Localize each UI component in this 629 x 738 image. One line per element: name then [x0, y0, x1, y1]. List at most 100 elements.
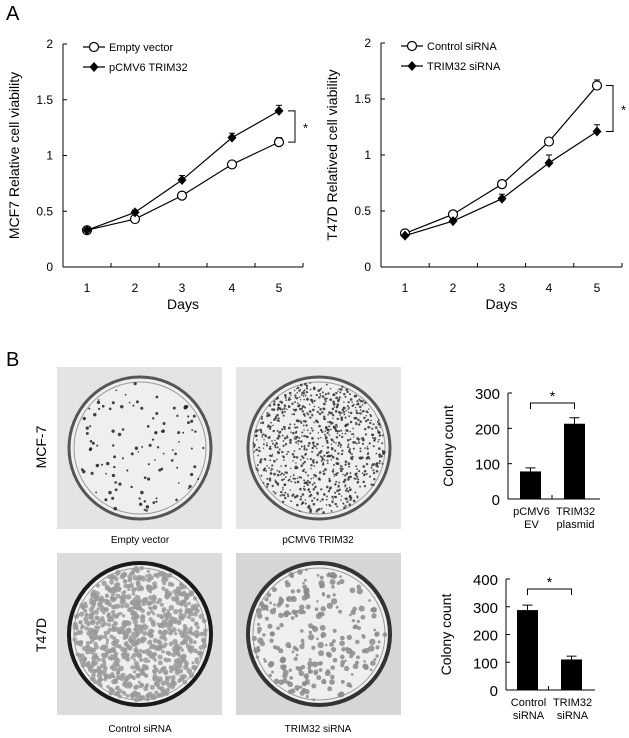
colony	[255, 434, 258, 437]
y-tick-label: 2	[364, 36, 371, 50]
colony	[364, 447, 367, 449]
colony	[125, 594, 132, 600]
colony	[368, 645, 375, 652]
colony	[280, 401, 284, 404]
colony	[163, 642, 168, 647]
colony	[337, 398, 341, 401]
colony	[83, 616, 89, 622]
colony	[334, 483, 337, 486]
colony	[138, 683, 144, 689]
colony	[366, 452, 370, 456]
colony	[365, 414, 368, 417]
colony	[362, 436, 364, 439]
colony	[365, 462, 369, 466]
colony	[134, 599, 139, 603]
colony	[354, 491, 357, 494]
colony	[140, 695, 146, 701]
colony	[276, 446, 279, 449]
colony	[339, 391, 342, 394]
colony	[113, 506, 118, 511]
colony	[368, 442, 371, 445]
colony	[326, 451, 329, 454]
colony	[120, 604, 125, 609]
colony	[263, 604, 269, 610]
colony	[176, 466, 179, 469]
colony	[161, 609, 165, 613]
colony	[372, 436, 374, 439]
colony	[287, 405, 290, 408]
colony	[321, 678, 327, 685]
colony	[319, 500, 322, 503]
colony	[281, 410, 284, 413]
colony	[114, 686, 119, 691]
colony	[364, 419, 368, 423]
colony	[313, 669, 319, 675]
colony	[262, 468, 266, 472]
colony	[284, 471, 287, 474]
colony	[113, 455, 117, 459]
colony	[155, 412, 159, 415]
colony	[287, 399, 290, 401]
x-tick-label: 1	[402, 281, 409, 295]
colony	[333, 473, 335, 476]
colony	[143, 476, 147, 480]
colony	[308, 441, 311, 445]
colony	[132, 619, 139, 625]
colony	[93, 641, 98, 647]
colony	[84, 649, 91, 655]
colony	[284, 464, 287, 468]
colony	[302, 395, 305, 397]
colony	[275, 442, 278, 445]
colony	[359, 447, 362, 450]
colony	[161, 635, 166, 640]
data-point-open-circle	[543, 136, 555, 147]
colony	[83, 620, 89, 625]
colony	[308, 490, 311, 494]
colony	[341, 411, 343, 414]
colony	[135, 631, 140, 636]
colony	[96, 400, 101, 405]
colony	[301, 405, 305, 408]
colony	[93, 680, 97, 684]
colony	[340, 465, 343, 468]
colony	[126, 620, 132, 627]
colony	[338, 492, 341, 496]
x-tick-label: 3	[499, 281, 506, 295]
colony	[268, 673, 272, 678]
significance-marker: *	[303, 121, 308, 136]
colony	[361, 442, 365, 445]
colony	[169, 669, 174, 674]
colony	[353, 436, 355, 438]
colony	[324, 433, 326, 436]
colony	[378, 438, 380, 441]
colony	[302, 391, 306, 395]
colony	[340, 679, 345, 684]
colony	[132, 690, 138, 696]
legend-marker-filled-diamond	[89, 62, 99, 72]
colony	[171, 449, 174, 452]
x-tick-label: pCMV6	[513, 506, 550, 518]
colony	[266, 485, 269, 488]
colony	[356, 584, 362, 590]
colony	[153, 668, 157, 672]
colony	[177, 482, 180, 484]
colony	[345, 497, 348, 501]
colony	[162, 422, 166, 426]
colony	[311, 414, 314, 417]
colony	[330, 509, 333, 512]
colony	[298, 510, 301, 512]
colony	[331, 639, 336, 643]
colony	[319, 575, 324, 580]
colony	[156, 685, 161, 690]
colony	[302, 487, 305, 490]
colony	[257, 454, 259, 457]
colony	[330, 665, 335, 670]
colony	[328, 503, 331, 506]
colony	[301, 642, 305, 645]
colony	[295, 430, 298, 433]
colony	[311, 446, 315, 450]
colony	[288, 612, 292, 616]
y-axis-label: Colony count	[438, 594, 454, 676]
colony	[108, 407, 112, 411]
colony	[300, 440, 303, 443]
